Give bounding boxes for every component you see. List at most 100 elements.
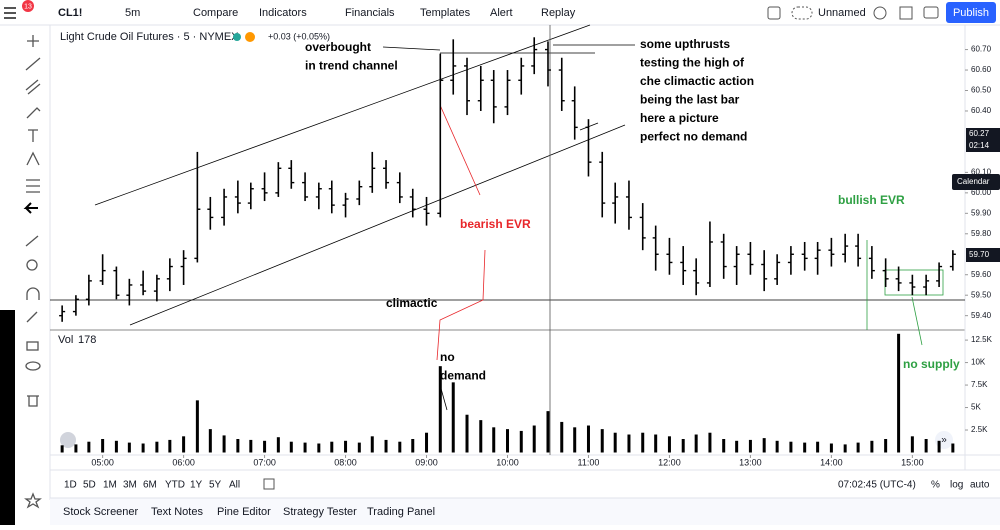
scale-option[interactable]: % — [931, 480, 940, 491]
fullscreen-icon[interactable] — [899, 6, 913, 20]
symbol[interactable]: CL1! — [58, 7, 82, 19]
menu-icon[interactable] — [4, 7, 16, 19]
volume-tick-label: 7.5K — [971, 380, 988, 389]
toolbar-button[interactable]: Compare — [193, 7, 238, 19]
bottom-tab[interactable]: Strategy Tester — [283, 506, 357, 518]
y-tick-label: 59.60 — [971, 270, 992, 279]
volume-bar — [451, 382, 455, 453]
volume-bar — [667, 436, 671, 453]
toolbar-button[interactable]: Templates — [420, 7, 471, 19]
volume-bar — [627, 434, 631, 453]
marker-label: Calendar — [957, 177, 990, 186]
volume-bar — [573, 427, 577, 453]
volume-bar — [195, 400, 199, 453]
interval[interactable]: 5m — [125, 7, 140, 19]
volume-bar — [924, 439, 928, 453]
y-tick-label: 60.50 — [971, 86, 992, 95]
y-tick-label: 59.50 — [971, 290, 992, 299]
x-tick-label: 12:00 — [658, 457, 681, 467]
volume-bar — [519, 430, 523, 453]
volume-bar — [60, 445, 64, 453]
toolbar-button[interactable]: Alert — [490, 7, 513, 19]
volume-bar — [708, 432, 712, 453]
y-tick-label: 60.10 — [971, 167, 992, 176]
volume-bar — [425, 432, 429, 453]
range-button[interactable]: 5D — [83, 480, 96, 491]
top-toolbar — [0, 0, 1000, 25]
x-tick-label: 07:00 — [253, 457, 276, 467]
volume-bar — [951, 443, 955, 453]
volume-bar — [816, 441, 820, 453]
volume-bar — [303, 442, 307, 453]
volume-bar — [829, 443, 833, 453]
chart-change: +0.03 (+0.05%) — [268, 31, 330, 41]
volume-bar — [127, 442, 131, 453]
volume-bar — [330, 441, 334, 453]
volume-bar — [344, 440, 348, 453]
volume-bar — [114, 440, 118, 453]
publish-label: Publish — [953, 7, 989, 19]
volume-bar — [317, 443, 321, 453]
range-button[interactable]: YTD — [165, 480, 185, 491]
x-tick-label: 10:00 — [496, 457, 519, 467]
price-marker — [966, 128, 1000, 152]
volume-bar — [910, 436, 914, 453]
range-button[interactable]: 1D — [64, 480, 77, 491]
volume-tick-label: 5K — [971, 403, 981, 412]
scale-option[interactable]: auto — [970, 480, 990, 491]
volume-bar — [654, 434, 658, 453]
bottom-tab[interactable]: Trading Panel — [367, 506, 435, 518]
y-tick-label: 60.00 — [971, 188, 992, 197]
volume-bar — [506, 429, 509, 453]
annotation: che climactic action — [640, 74, 754, 88]
volume-bar — [856, 442, 860, 453]
y-tick-label: 60.40 — [971, 106, 992, 115]
scale-option[interactable]: log — [950, 480, 963, 491]
toolbar-button[interactable]: Indicators — [259, 7, 307, 19]
volume-bar — [101, 439, 105, 453]
volume-title: Vol — [58, 334, 73, 346]
volume-bar — [236, 439, 240, 453]
camera-icon[interactable] — [923, 6, 939, 19]
toolbar-button[interactable]: Replay — [541, 7, 576, 19]
volume-bar — [641, 432, 645, 453]
range-button[interactable]: 5Y — [209, 480, 222, 491]
x-tick-label: 15:00 — [901, 457, 924, 467]
badge-count: 13 — [24, 3, 32, 10]
badge — [22, 0, 34, 12]
publish-button[interactable] — [946, 2, 996, 23]
edge-strip — [0, 310, 15, 525]
layout-name[interactable]: Unnamed — [818, 7, 866, 19]
chart-title: Light Crude Oil Futures · 5 · NYMEX — [60, 31, 239, 43]
volume-bar — [74, 444, 78, 453]
volume-bar — [398, 441, 402, 453]
volume-bar — [222, 435, 226, 453]
annotation: testing the high of — [640, 56, 745, 70]
annotation: climactic — [386, 296, 438, 310]
volume-bar — [560, 421, 564, 453]
volume-bar — [694, 434, 698, 453]
bottom-tab[interactable]: Stock Screener — [63, 506, 139, 518]
toolbar-button[interactable]: Financials — [345, 7, 395, 19]
volume-bar — [155, 441, 159, 453]
drawing-tools[interactable] — [23, 35, 42, 509]
bottom-tab[interactable]: Text Notes — [151, 506, 203, 518]
checkbox[interactable] — [767, 6, 781, 20]
clock: 07:02:45 (UTC-4) — [838, 480, 916, 491]
range-button[interactable]: All — [229, 480, 240, 491]
y-tick-label: 59.90 — [971, 208, 992, 217]
goto-icon[interactable] — [263, 478, 275, 490]
range-button[interactable]: 1M — [103, 480, 117, 491]
range-button[interactable]: 6M — [143, 480, 157, 491]
settings-icon[interactable] — [873, 6, 887, 20]
range-button[interactable]: 3M — [123, 480, 137, 491]
volume-bar — [182, 436, 186, 453]
volume-bar — [870, 440, 874, 453]
range-button[interactable]: 1Y — [190, 480, 203, 491]
annotation: in trend channel — [305, 59, 398, 73]
x-tick-label: 06:00 — [172, 457, 195, 467]
volume-bar — [370, 436, 374, 453]
bottom-tab[interactable]: Pine Editor — [217, 506, 271, 518]
logo — [60, 432, 76, 448]
